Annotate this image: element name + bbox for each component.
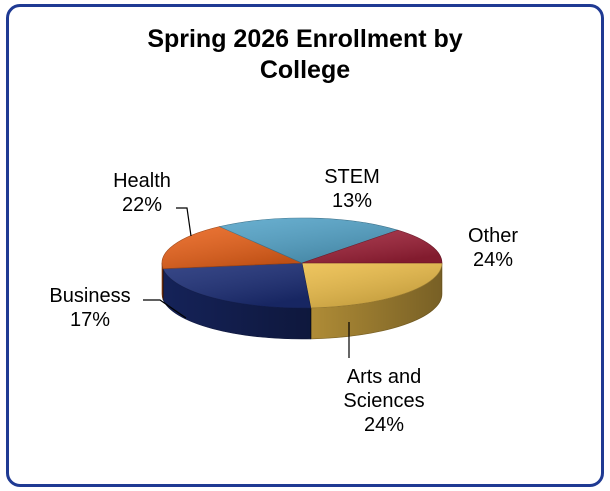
leader-line-health bbox=[176, 207, 192, 237]
slice-side-shade-other bbox=[310, 263, 442, 339]
chart-title: Spring 2026 Enrollment by College bbox=[147, 25, 463, 84]
slice-label-business: Business 17% bbox=[49, 285, 130, 331]
slice-label-health: Health 22% bbox=[113, 170, 171, 216]
slice-shade-health bbox=[219, 218, 398, 263]
slice-shade-arts-and-sciences bbox=[163, 263, 311, 308]
slice-label-stem: STEM 13% bbox=[324, 166, 380, 212]
slice-shade-stem bbox=[302, 230, 442, 263]
slice-label-other: Other 24% bbox=[468, 225, 518, 271]
slice-side-shade-arts-and-sciences bbox=[163, 268, 311, 339]
leader-line-business bbox=[143, 299, 187, 319]
slice-side-shade-business bbox=[162, 263, 164, 300]
slice-shade-business bbox=[162, 226, 302, 269]
slice-shade-other bbox=[302, 263, 442, 308]
slice-label-arts-and-sciences: Arts and Sciences 24% bbox=[343, 366, 424, 436]
